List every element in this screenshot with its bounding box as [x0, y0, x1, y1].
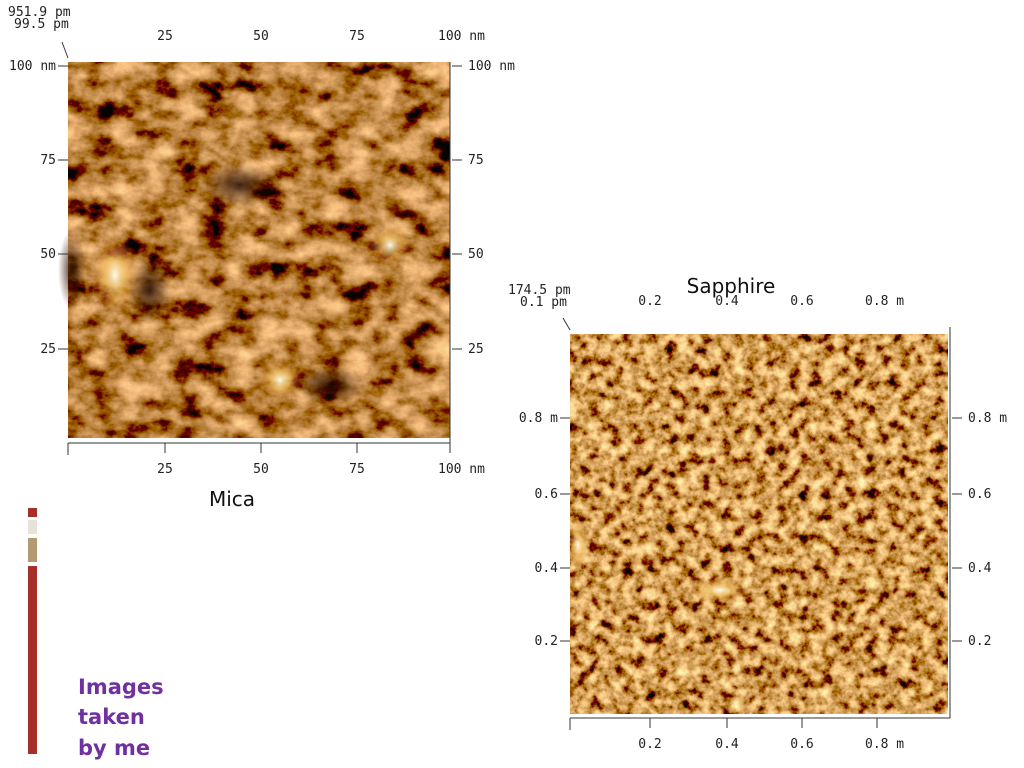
- deco-bar: [28, 566, 37, 754]
- note-line: taken: [78, 705, 145, 729]
- x-tick-label: 75: [349, 462, 365, 477]
- corner-mark: [562, 317, 571, 331]
- y-tick-label: 25: [468, 342, 484, 357]
- z-min: 0.1 pm: [520, 295, 567, 310]
- y-tick-label: 0.4: [968, 561, 992, 576]
- y-tick-label: 0.6: [535, 487, 558, 502]
- y-tick-label: 0.2: [968, 634, 991, 649]
- deco-bar: [28, 538, 37, 562]
- x-tick-label: 0.8 m: [865, 737, 904, 752]
- x-tick-label: 0.2: [638, 294, 661, 309]
- caption: Sapphire: [687, 274, 776, 298]
- y-tick-label: 0.2: [535, 634, 558, 649]
- x-tick-label: 50: [253, 29, 269, 44]
- note-line: Images: [78, 675, 164, 699]
- y-tick-label: 100 nm: [468, 59, 515, 74]
- y-tick-label: 75: [468, 153, 484, 168]
- y-tick-label: 75: [40, 153, 56, 168]
- z-max: 174.5 pm: [508, 283, 571, 298]
- corner-mark: [61, 41, 69, 59]
- caption: Mica: [209, 487, 255, 511]
- x-tick-label: 0.8 m: [865, 294, 904, 309]
- deco-bar: [28, 520, 37, 534]
- z-max: 951.9 pm: [8, 5, 71, 20]
- deco-bar: [28, 508, 37, 517]
- x-tick-label: 0.6: [790, 294, 813, 309]
- x-tick-label: 0.2: [638, 737, 661, 752]
- x-tick-label: 100 nm: [438, 29, 485, 44]
- x-tick-label: 25: [157, 29, 173, 44]
- z-min: 99.5 pm: [14, 17, 69, 32]
- note-line: by me: [78, 736, 150, 760]
- x-tick-label: 50: [253, 462, 269, 477]
- x-tick-label: 0.4: [715, 294, 739, 309]
- mica-image: [58, 62, 450, 438]
- y-tick-label: 50: [468, 247, 484, 262]
- y-tick-label: 0.8 m: [519, 411, 558, 426]
- y-tick-label: 25: [40, 342, 56, 357]
- x-tick-label: 0.4: [715, 737, 739, 752]
- y-tick-label: 50: [40, 247, 56, 262]
- y-tick-label: 100 nm: [9, 59, 56, 74]
- y-tick-label: 0.8 m: [968, 411, 1007, 426]
- x-tick-label: 100 nm: [438, 462, 485, 477]
- y-tick-label: 0.4: [535, 561, 559, 576]
- y-tick-label: 0.6: [968, 487, 991, 502]
- sapphire-image: [568, 334, 948, 714]
- x-tick-label: 0.6: [790, 737, 813, 752]
- x-tick-label: 25: [157, 462, 173, 477]
- x-tick-label: 75: [349, 29, 365, 44]
